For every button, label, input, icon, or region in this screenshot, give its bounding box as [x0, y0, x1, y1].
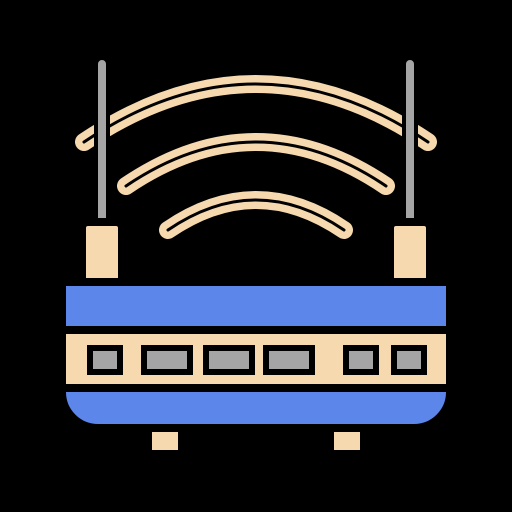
router-body: [62, 282, 450, 428]
router-port-4: [266, 348, 312, 372]
router-port-2: [144, 348, 190, 372]
wifi-waves: [84, 84, 428, 230]
antenna-pole-right: [404, 58, 416, 238]
router-port-1: [90, 348, 120, 372]
antenna-pole-left: [96, 58, 108, 238]
router-port-3: [206, 348, 252, 372]
wifi-router-icon: [0, 0, 512, 512]
router-port-5: [346, 348, 376, 372]
router-port-6: [394, 348, 424, 372]
